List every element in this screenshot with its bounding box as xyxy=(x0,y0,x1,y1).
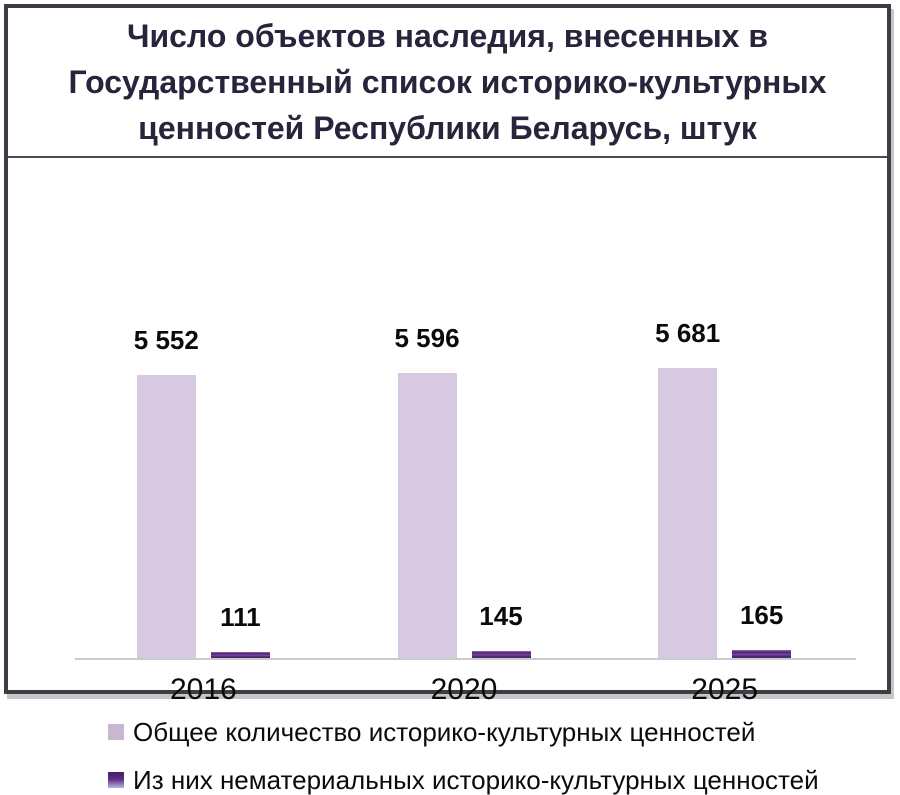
value-label-intangible-2016: 111 xyxy=(220,602,261,632)
bar-pair: 5 552 111 xyxy=(134,325,270,658)
legend-label-intangible: Из них нематериальных историко-культурны… xyxy=(133,765,819,795)
bar-total-2016: 5 552 xyxy=(134,325,199,658)
legend-marker-total-icon xyxy=(108,724,124,740)
value-label-intangible-2025: 165 xyxy=(739,600,784,630)
x-axis-label-2016: 2016 xyxy=(169,673,237,706)
x-axis-line xyxy=(75,658,856,660)
legend-label-total: Общее количество историко-культурных цен… xyxy=(133,717,756,747)
bar-group-2020: 5 596 145 xyxy=(334,323,595,658)
x-axis-label-2020: 2020 xyxy=(430,673,498,706)
bar-pair: 5 681 165 xyxy=(655,318,792,658)
x-axis-label-2025: 2025 xyxy=(691,673,759,706)
value-label-intangible-2020: 145 xyxy=(479,601,523,631)
bar-total-2020: 5 596 xyxy=(394,323,460,658)
value-label-total-2016: 5 552 xyxy=(133,325,199,355)
bar-intangible-2020: 145 xyxy=(471,601,531,658)
x-axis-labels: 2016 2020 2025 xyxy=(73,674,855,706)
legend-marker-intangible-icon xyxy=(108,772,124,788)
legend-item-total: Общее количество историко-культурных цен… xyxy=(108,718,819,746)
title-block: Число объектов наследия, внесенных в Гос… xyxy=(8,8,887,158)
plot-area: 5 552 111 5 596 145 5 681 165 xyxy=(73,158,855,658)
bar-group-2025: 5 681 165 xyxy=(594,318,855,658)
bar-group-2016: 5 552 111 xyxy=(73,325,334,658)
value-label-total-2025: 5 681 xyxy=(655,318,721,348)
bar-total-2025: 5 681 xyxy=(655,318,720,658)
bar-intangible-2025: 165 xyxy=(732,600,792,658)
chart-title: Число объектов наследия, внесенных в Гос… xyxy=(68,18,827,146)
legend-item-intangible: Из них нематериальных историко-культурны… xyxy=(108,766,819,794)
value-label-total-2020: 5 596 xyxy=(394,323,460,353)
bar-pair: 5 596 145 xyxy=(394,323,531,658)
bar-intangible-2016: 111 xyxy=(210,602,270,658)
chart-region: 5 552 111 5 596 145 5 681 165 2016 2020 2025 Об… xyxy=(8,158,887,794)
chart-frame: Число объектов наследия, внесенных в Гос… xyxy=(4,4,891,794)
legend: Общее количество историко-культурных цен… xyxy=(108,718,819,794)
